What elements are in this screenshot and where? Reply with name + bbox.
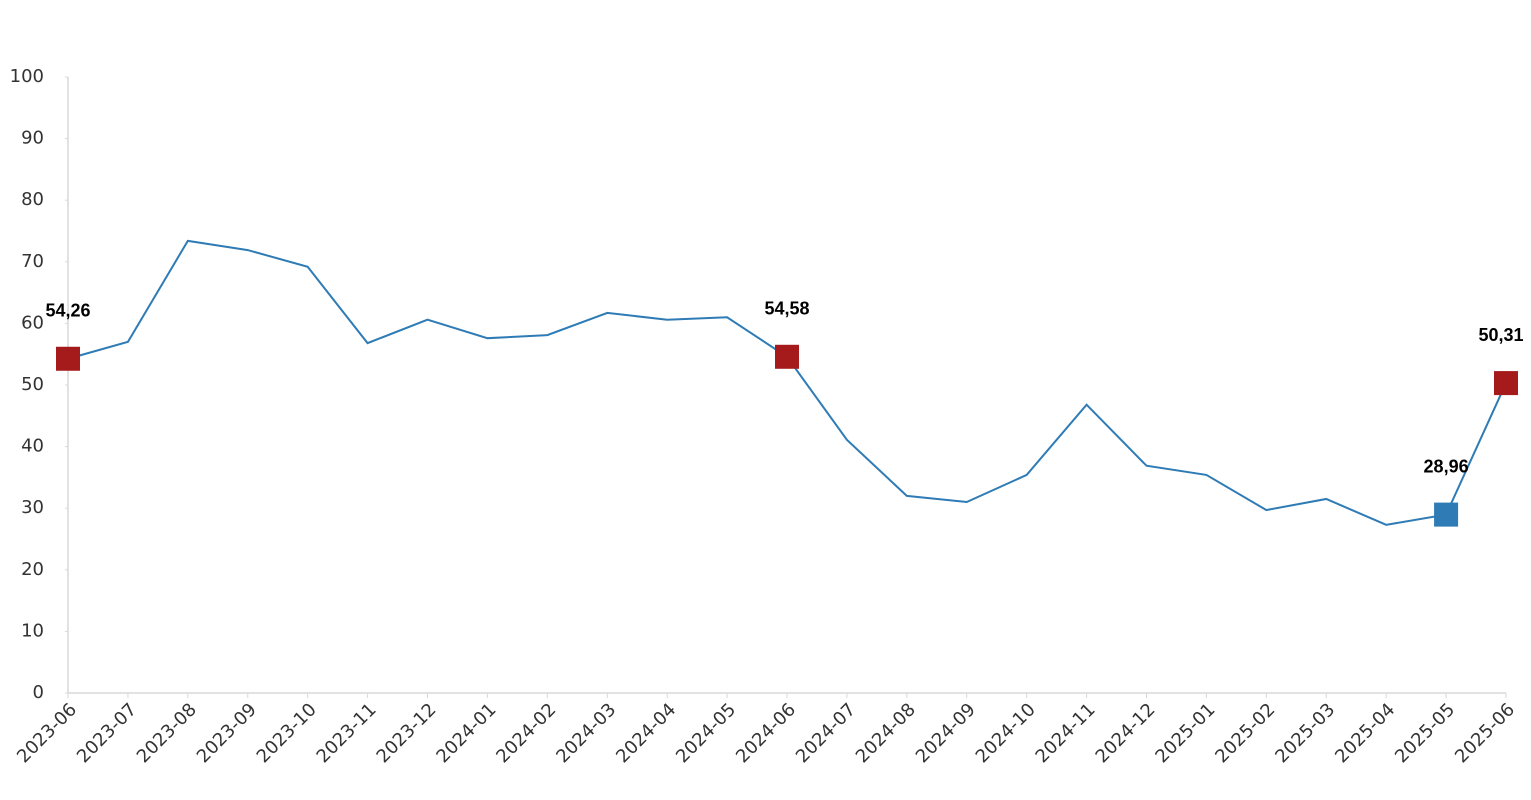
x-tick-label: 2023-11 <box>313 699 381 767</box>
x-tick-label: 2025-06 <box>1451 699 1519 767</box>
y-tick-label: 40 <box>21 436 44 457</box>
highlight-marker <box>1434 502 1459 527</box>
x-tick-label: 2025-05 <box>1391 699 1459 767</box>
y-tick-label: 30 <box>21 497 44 518</box>
x-tick-label: 2024-07 <box>792 699 860 767</box>
data-label: 50,31 <box>1478 325 1523 345</box>
x-tick-label: 2024-05 <box>672 699 740 767</box>
x-tick-label: 2023-06 <box>13 699 81 767</box>
y-tick-label: 60 <box>21 312 44 333</box>
data-label: 54,58 <box>764 299 809 319</box>
x-tick-label: 2023-12 <box>373 699 441 767</box>
data-label: 54,26 <box>45 301 90 321</box>
y-tick-label: 100 <box>10 66 44 87</box>
y-tick-label: 90 <box>21 128 44 149</box>
x-tick-label: 2024-02 <box>492 699 560 767</box>
x-tick-label: 2025-02 <box>1211 699 1279 767</box>
x-tick-label: 2024-03 <box>552 699 620 767</box>
highlight-marker <box>56 346 80 371</box>
x-tick-label: 2024-12 <box>1092 699 1160 767</box>
x-tick-label: 2024-06 <box>732 699 800 767</box>
y-tick-label: 20 <box>21 559 44 580</box>
data-line <box>67 239 1507 526</box>
y-tick-label: 50 <box>21 374 44 395</box>
x-tick-label: 2024-10 <box>972 699 1040 767</box>
x-tick-label: 2023-08 <box>133 699 201 767</box>
y-tick-label: 10 <box>21 620 44 641</box>
x-tick-label: 2023-10 <box>253 699 321 767</box>
x-tick-label: 2024-08 <box>852 699 920 767</box>
x-tick-label: 2024-09 <box>912 699 980 767</box>
data-label: 28,96 <box>1424 456 1469 476</box>
x-tick-label: 2024-11 <box>1032 699 1100 767</box>
highlight-marker <box>775 344 799 369</box>
x-tick-label: 2023-09 <box>193 699 261 767</box>
x-tick-label: 2025-04 <box>1331 699 1399 767</box>
y-tick-label: 70 <box>21 251 44 272</box>
y-tick-label: 80 <box>21 189 44 210</box>
highlight-marker <box>1494 371 1518 396</box>
y-tick-label: 0 <box>33 682 44 703</box>
x-tick-label: 2025-01 <box>1151 699 1219 767</box>
x-tick-label: 2024-01 <box>432 699 500 767</box>
x-tick-label: 2023-07 <box>73 699 141 767</box>
x-tick-label: 2024-04 <box>612 699 680 767</box>
x-tick-label: 2025-03 <box>1271 699 1339 767</box>
